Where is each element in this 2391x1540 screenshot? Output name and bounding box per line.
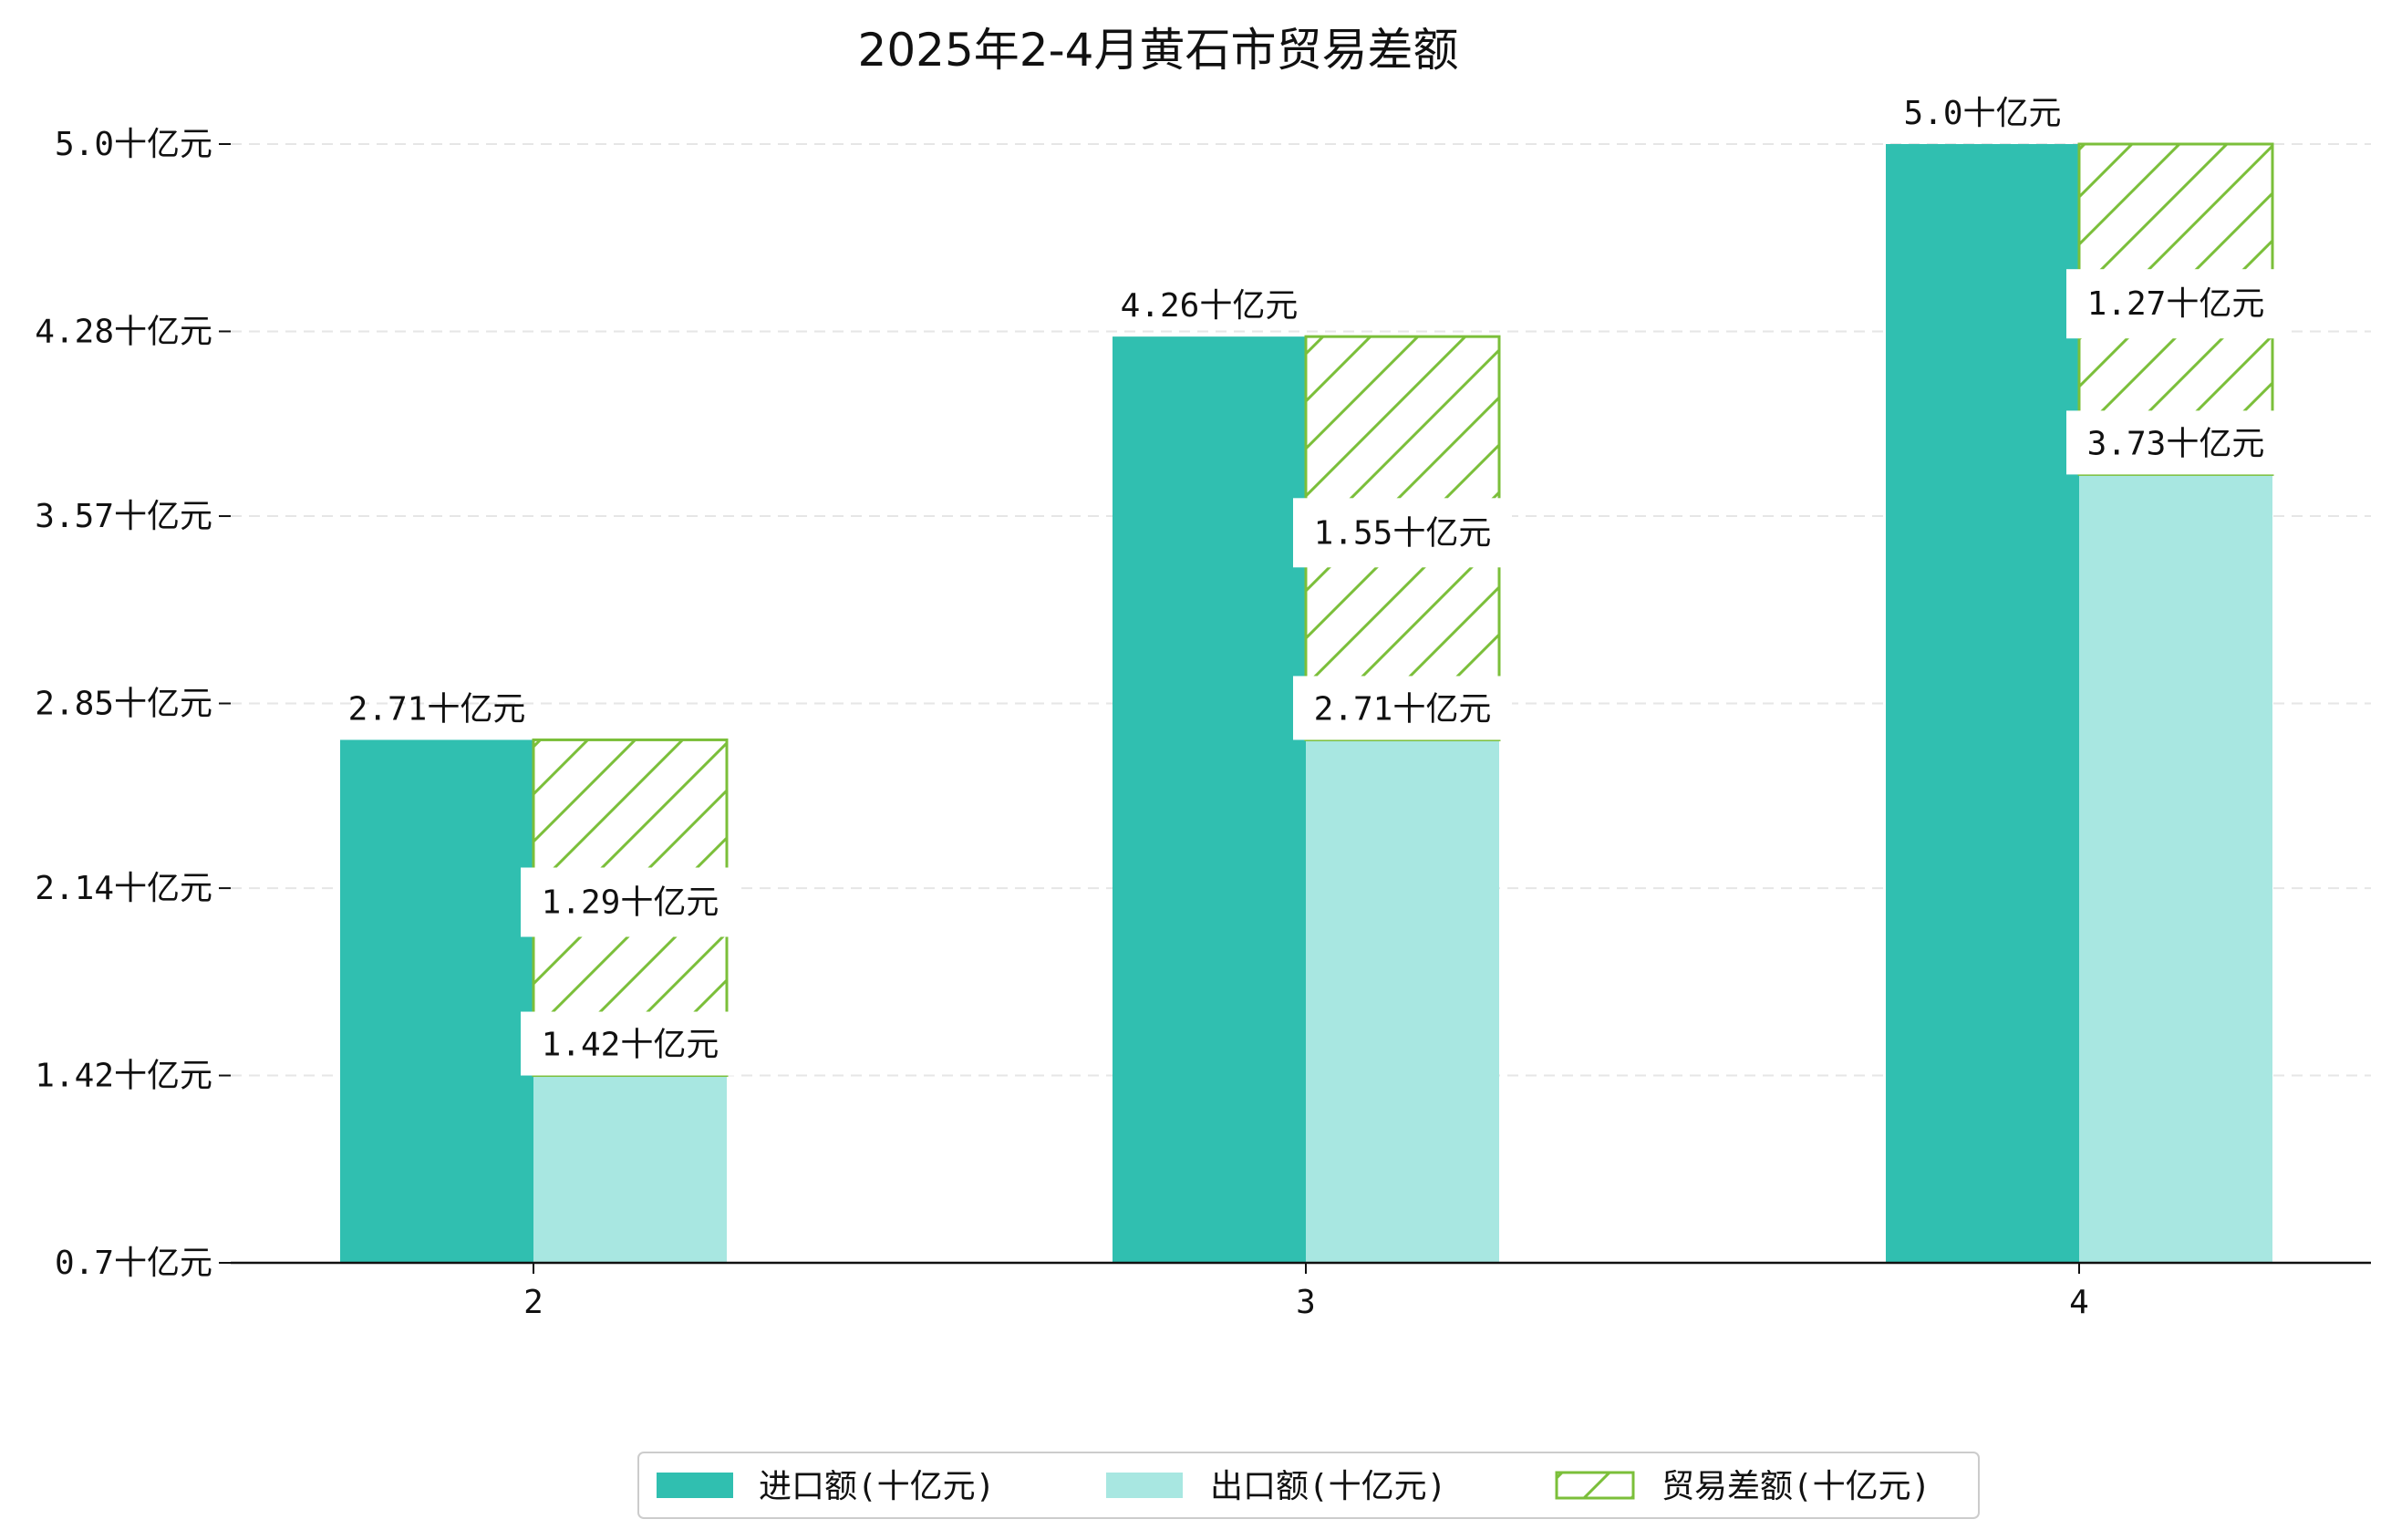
import-value-label: 4.26十亿元 bbox=[1121, 287, 1299, 325]
export-bar bbox=[1306, 739, 1499, 1263]
y-tick-label: 0.7十亿元 bbox=[55, 1245, 212, 1282]
legend-swatch-import bbox=[657, 1473, 733, 1498]
y-tick-label: 2.85十亿元 bbox=[35, 686, 212, 723]
y-tick-label: 2.14十亿元 bbox=[35, 870, 212, 907]
legend-label-balance: 贸易差额(十亿元) bbox=[1661, 1468, 1930, 1505]
export-value-label: 2.71十亿元 bbox=[1314, 690, 1492, 728]
import-bar bbox=[340, 739, 533, 1263]
balance-value-label: 1.27十亿元 bbox=[2087, 285, 2265, 323]
legend-label-export: 出口额(十亿元) bbox=[1210, 1468, 1446, 1505]
balance-label-box bbox=[1293, 498, 1512, 568]
export-label-box bbox=[2066, 410, 2285, 475]
x-tick-label: 4 bbox=[2069, 1284, 2089, 1321]
balance-value-label: 1.55十亿元 bbox=[1314, 514, 1492, 552]
balance-label-box bbox=[521, 867, 740, 937]
import-value-label: 2.71十亿元 bbox=[348, 690, 526, 728]
chart-title: 2025年2-4月黄石市贸易差额 bbox=[858, 24, 1459, 77]
legend-swatch-balance bbox=[1555, 1471, 1635, 1500]
export-value-label: 1.42十亿元 bbox=[542, 1027, 719, 1064]
export-value-label: 3.73十亿元 bbox=[2087, 425, 2265, 462]
legend: 进口额(十亿元) 出口额(十亿元) 贸易差额(十亿元) bbox=[637, 1452, 1980, 1519]
axes: 0.7十亿元 1.42十亿元 2.14十亿元 2.85十亿元 3.57十亿元 4.28十亿… bbox=[35, 126, 2371, 1321]
y-tick-label: 3.57十亿元 bbox=[35, 498, 212, 535]
balance-value-label: 1.29十亿元 bbox=[542, 884, 719, 921]
export-bar bbox=[533, 1075, 727, 1263]
x-tick-label: 2 bbox=[523, 1284, 543, 1321]
import-value-label: 5.0十亿元 bbox=[1903, 95, 2061, 132]
export-label-box bbox=[521, 1011, 740, 1076]
y-tick-label: 4.28十亿元 bbox=[35, 313, 212, 350]
legend-swatch-export bbox=[1106, 1473, 1183, 1498]
legend-frame bbox=[637, 1452, 1980, 1519]
data-labels: 2.71十亿元 1.42十亿元 1.29十亿元 4.26十亿元 2.71十亿元 1.55十… bbox=[348, 95, 2285, 1076]
export-bar bbox=[2079, 474, 2272, 1263]
legend-label-import: 进口额(十亿元) bbox=[759, 1468, 995, 1505]
import-bar bbox=[1886, 144, 2079, 1263]
export-label-box bbox=[1293, 676, 1512, 740]
y-tick-label: 5.0十亿元 bbox=[55, 126, 212, 163]
bars bbox=[340, 142, 2274, 1263]
balance-label-box bbox=[2066, 269, 2285, 339]
x-tick-label: 3 bbox=[1296, 1284, 1316, 1321]
y-tick-label: 1.42十亿元 bbox=[35, 1058, 212, 1095]
import-bar bbox=[1113, 336, 1306, 1263]
